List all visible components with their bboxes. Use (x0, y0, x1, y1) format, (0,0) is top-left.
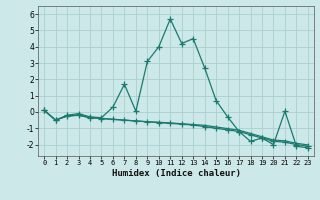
X-axis label: Humidex (Indice chaleur): Humidex (Indice chaleur) (111, 169, 241, 178)
